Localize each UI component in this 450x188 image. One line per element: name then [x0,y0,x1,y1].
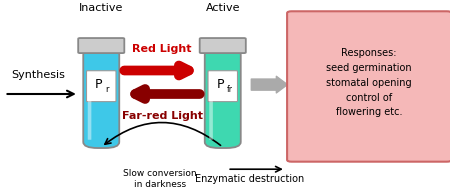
Text: Synthesis: Synthesis [11,70,65,80]
Text: Responses:
seed germination
stomatal opening
control of
flowering etc.: Responses: seed germination stomatal ope… [326,48,412,117]
FancyBboxPatch shape [287,11,450,162]
FancyBboxPatch shape [208,71,238,102]
Text: P: P [95,78,103,91]
Text: Red Light: Red Light [132,44,192,54]
Text: Slow conversion
in darkness
(some plants): Slow conversion in darkness (some plants… [123,169,197,188]
FancyBboxPatch shape [200,38,246,53]
FancyBboxPatch shape [207,62,238,146]
FancyArrowPatch shape [230,166,281,172]
Text: Far-red Light: Far-red Light [122,111,202,121]
FancyArrowPatch shape [251,76,288,93]
FancyBboxPatch shape [205,49,241,148]
FancyArrowPatch shape [105,123,220,145]
Text: r: r [105,85,108,94]
Text: Active: Active [206,2,240,13]
FancyBboxPatch shape [83,49,119,148]
Text: fr: fr [227,85,233,94]
FancyBboxPatch shape [78,38,124,53]
Text: Inactive: Inactive [79,2,123,13]
Text: Enzymatic destruction: Enzymatic destruction [195,174,304,184]
FancyBboxPatch shape [88,96,91,140]
FancyBboxPatch shape [86,62,117,146]
FancyBboxPatch shape [209,96,213,140]
Text: P: P [217,78,224,91]
FancyBboxPatch shape [86,71,116,102]
